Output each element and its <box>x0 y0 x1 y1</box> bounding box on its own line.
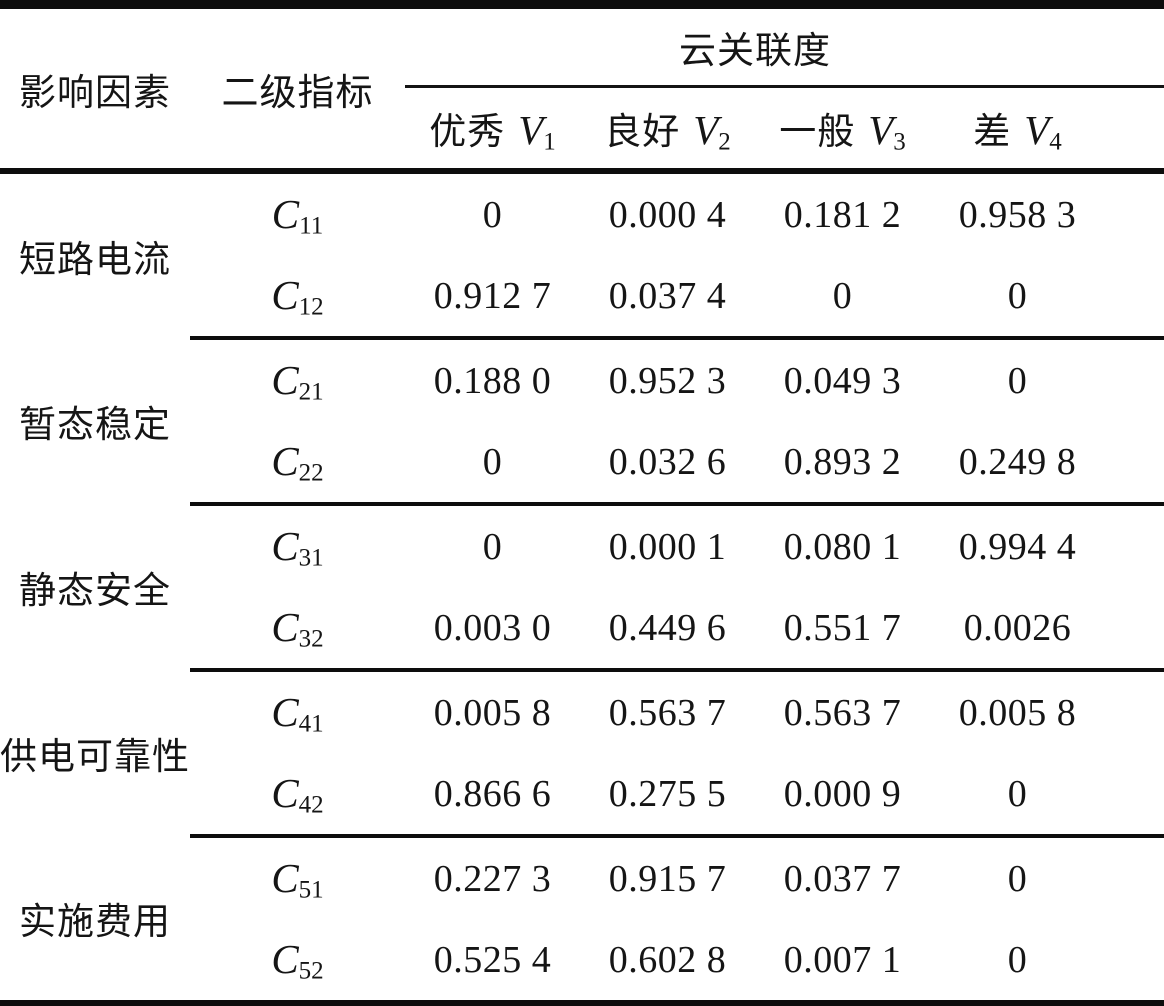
indicator-cell: C21 <box>190 338 405 421</box>
indicator-cell: C42 <box>190 753 405 838</box>
indicator-variable: C <box>271 438 299 484</box>
indicator-variable: C <box>271 689 299 735</box>
value-cell: 0.000 4 <box>608 193 727 236</box>
indicator-variable: C <box>271 855 299 901</box>
value-cell: 0.275 5 <box>580 753 755 838</box>
indicator-subscript: 52 <box>298 957 324 985</box>
value-cell: 0 <box>1007 857 1028 900</box>
value-cell: 0.032 6 <box>580 421 755 506</box>
value-cell: 0.551 7 <box>755 587 930 672</box>
factor-cell: 短路电流 <box>19 240 171 281</box>
value-cell: 0 <box>1007 938 1028 981</box>
value-cell: 0.005 8 <box>958 691 1077 734</box>
value-cell: 0 <box>755 255 930 340</box>
value-cell: 0 <box>1007 359 1028 402</box>
level-variable: V <box>868 107 894 153</box>
indicator-variable: C <box>271 770 299 816</box>
value-cell: 0.994 4 <box>958 525 1077 568</box>
level-header-v2: 良好 V2 <box>580 86 755 174</box>
value-cell: 0.563 7 <box>608 691 727 734</box>
indicator-variable: C <box>271 604 299 650</box>
value-cell: 0.080 1 <box>783 525 902 568</box>
level-variable: V <box>518 107 544 153</box>
value-cell: 0.958 3 <box>958 193 1077 236</box>
value-cell: 0.563 7 <box>783 691 902 734</box>
value-cell: 0.005 8 <box>433 691 552 734</box>
level-header-v3: 一般 V3 <box>755 86 930 174</box>
level-variable: V <box>1024 107 1050 153</box>
value-cell: 0.003 0 <box>405 587 580 672</box>
indicator-cell: C52 <box>190 919 405 1005</box>
level-subscript: 1 <box>543 128 556 156</box>
value-cell: 0.0026 <box>930 587 1164 672</box>
level-header-v4: 差 V4 <box>930 86 1164 174</box>
value-cell: 0 <box>930 255 1164 340</box>
value-cell: 0.525 4 <box>433 938 552 981</box>
factor-cell: 暂态稳定 <box>19 405 171 446</box>
indicator-cell: C31 <box>190 504 405 587</box>
value-cell: 0 <box>482 193 503 236</box>
indicator-variable: C <box>271 191 300 237</box>
value-cell: 0.000 9 <box>755 753 930 838</box>
indicator-subscript: 51 <box>298 876 324 904</box>
value-cell: 0.866 6 <box>405 753 580 838</box>
factor-column-header: 影响因素 <box>0 4 190 174</box>
value-cell: 0.912 7 <box>405 255 580 340</box>
level-header-v1: 优秀 V1 <box>405 86 580 174</box>
indicator-subscript: 32 <box>298 625 324 653</box>
value-cell: 0.181 2 <box>783 193 902 236</box>
factor-cell: 实施费用 <box>19 902 171 943</box>
value-cell: 0.007 1 <box>783 938 902 981</box>
indicator-column-header: 二级指标 <box>190 4 405 174</box>
indicator-subscript: 21 <box>298 378 324 406</box>
indicator-subscript: 42 <box>298 791 324 819</box>
indicator-subscript: 22 <box>298 459 324 487</box>
value-cell: 0.227 3 <box>433 857 552 900</box>
value-cell: 0.952 3 <box>608 359 727 402</box>
value-cell: 0 <box>482 525 503 568</box>
level-subscript: 4 <box>1049 128 1062 156</box>
factor-cell: 静态安全 <box>19 571 171 612</box>
indicator-variable: C <box>271 936 299 982</box>
value-cell: 0.602 8 <box>608 938 727 981</box>
value-cell: 0 <box>405 421 580 506</box>
indicator-variable: C <box>271 523 299 569</box>
indicator-cell: C32 <box>190 587 405 672</box>
indicator-subscript: 31 <box>298 544 324 572</box>
value-cell: 0.449 6 <box>580 587 755 672</box>
indicator-cell: C22 <box>190 421 405 506</box>
value-cell: 0 <box>930 753 1164 838</box>
indicator-cell: C41 <box>190 670 405 753</box>
value-cell: 0.049 3 <box>783 359 902 402</box>
value-cell: 0.037 7 <box>783 857 902 900</box>
level-label: 差 <box>973 112 1012 153</box>
indicator-cell: C51 <box>190 836 405 919</box>
level-label: 优秀 <box>429 112 506 153</box>
level-label: 一般 <box>779 112 856 153</box>
indicator-subscript: 12 <box>298 293 324 321</box>
value-cell: 0.000 1 <box>608 525 727 568</box>
factor-cell: 供电可靠性 <box>0 737 190 778</box>
spanner-header: 云关联度 <box>405 4 1164 88</box>
value-cell: 0.037 4 <box>580 255 755 340</box>
indicator-cell: C11 <box>190 171 405 255</box>
indicator-subscript: 11 <box>299 212 324 240</box>
level-subscript: 3 <box>893 128 906 156</box>
indicator-variable: C <box>271 272 299 318</box>
indicator-cell: C12 <box>190 255 405 340</box>
value-cell: 0.188 0 <box>433 359 552 402</box>
level-variable: V <box>693 107 719 153</box>
value-cell: 0.249 8 <box>930 421 1164 506</box>
value-cell: 0.915 7 <box>608 857 727 900</box>
level-label: 良好 <box>604 112 681 153</box>
indicator-variable: C <box>271 357 299 403</box>
level-subscript: 2 <box>718 128 731 156</box>
value-cell: 0.893 2 <box>755 421 930 506</box>
indicator-subscript: 41 <box>298 710 324 738</box>
